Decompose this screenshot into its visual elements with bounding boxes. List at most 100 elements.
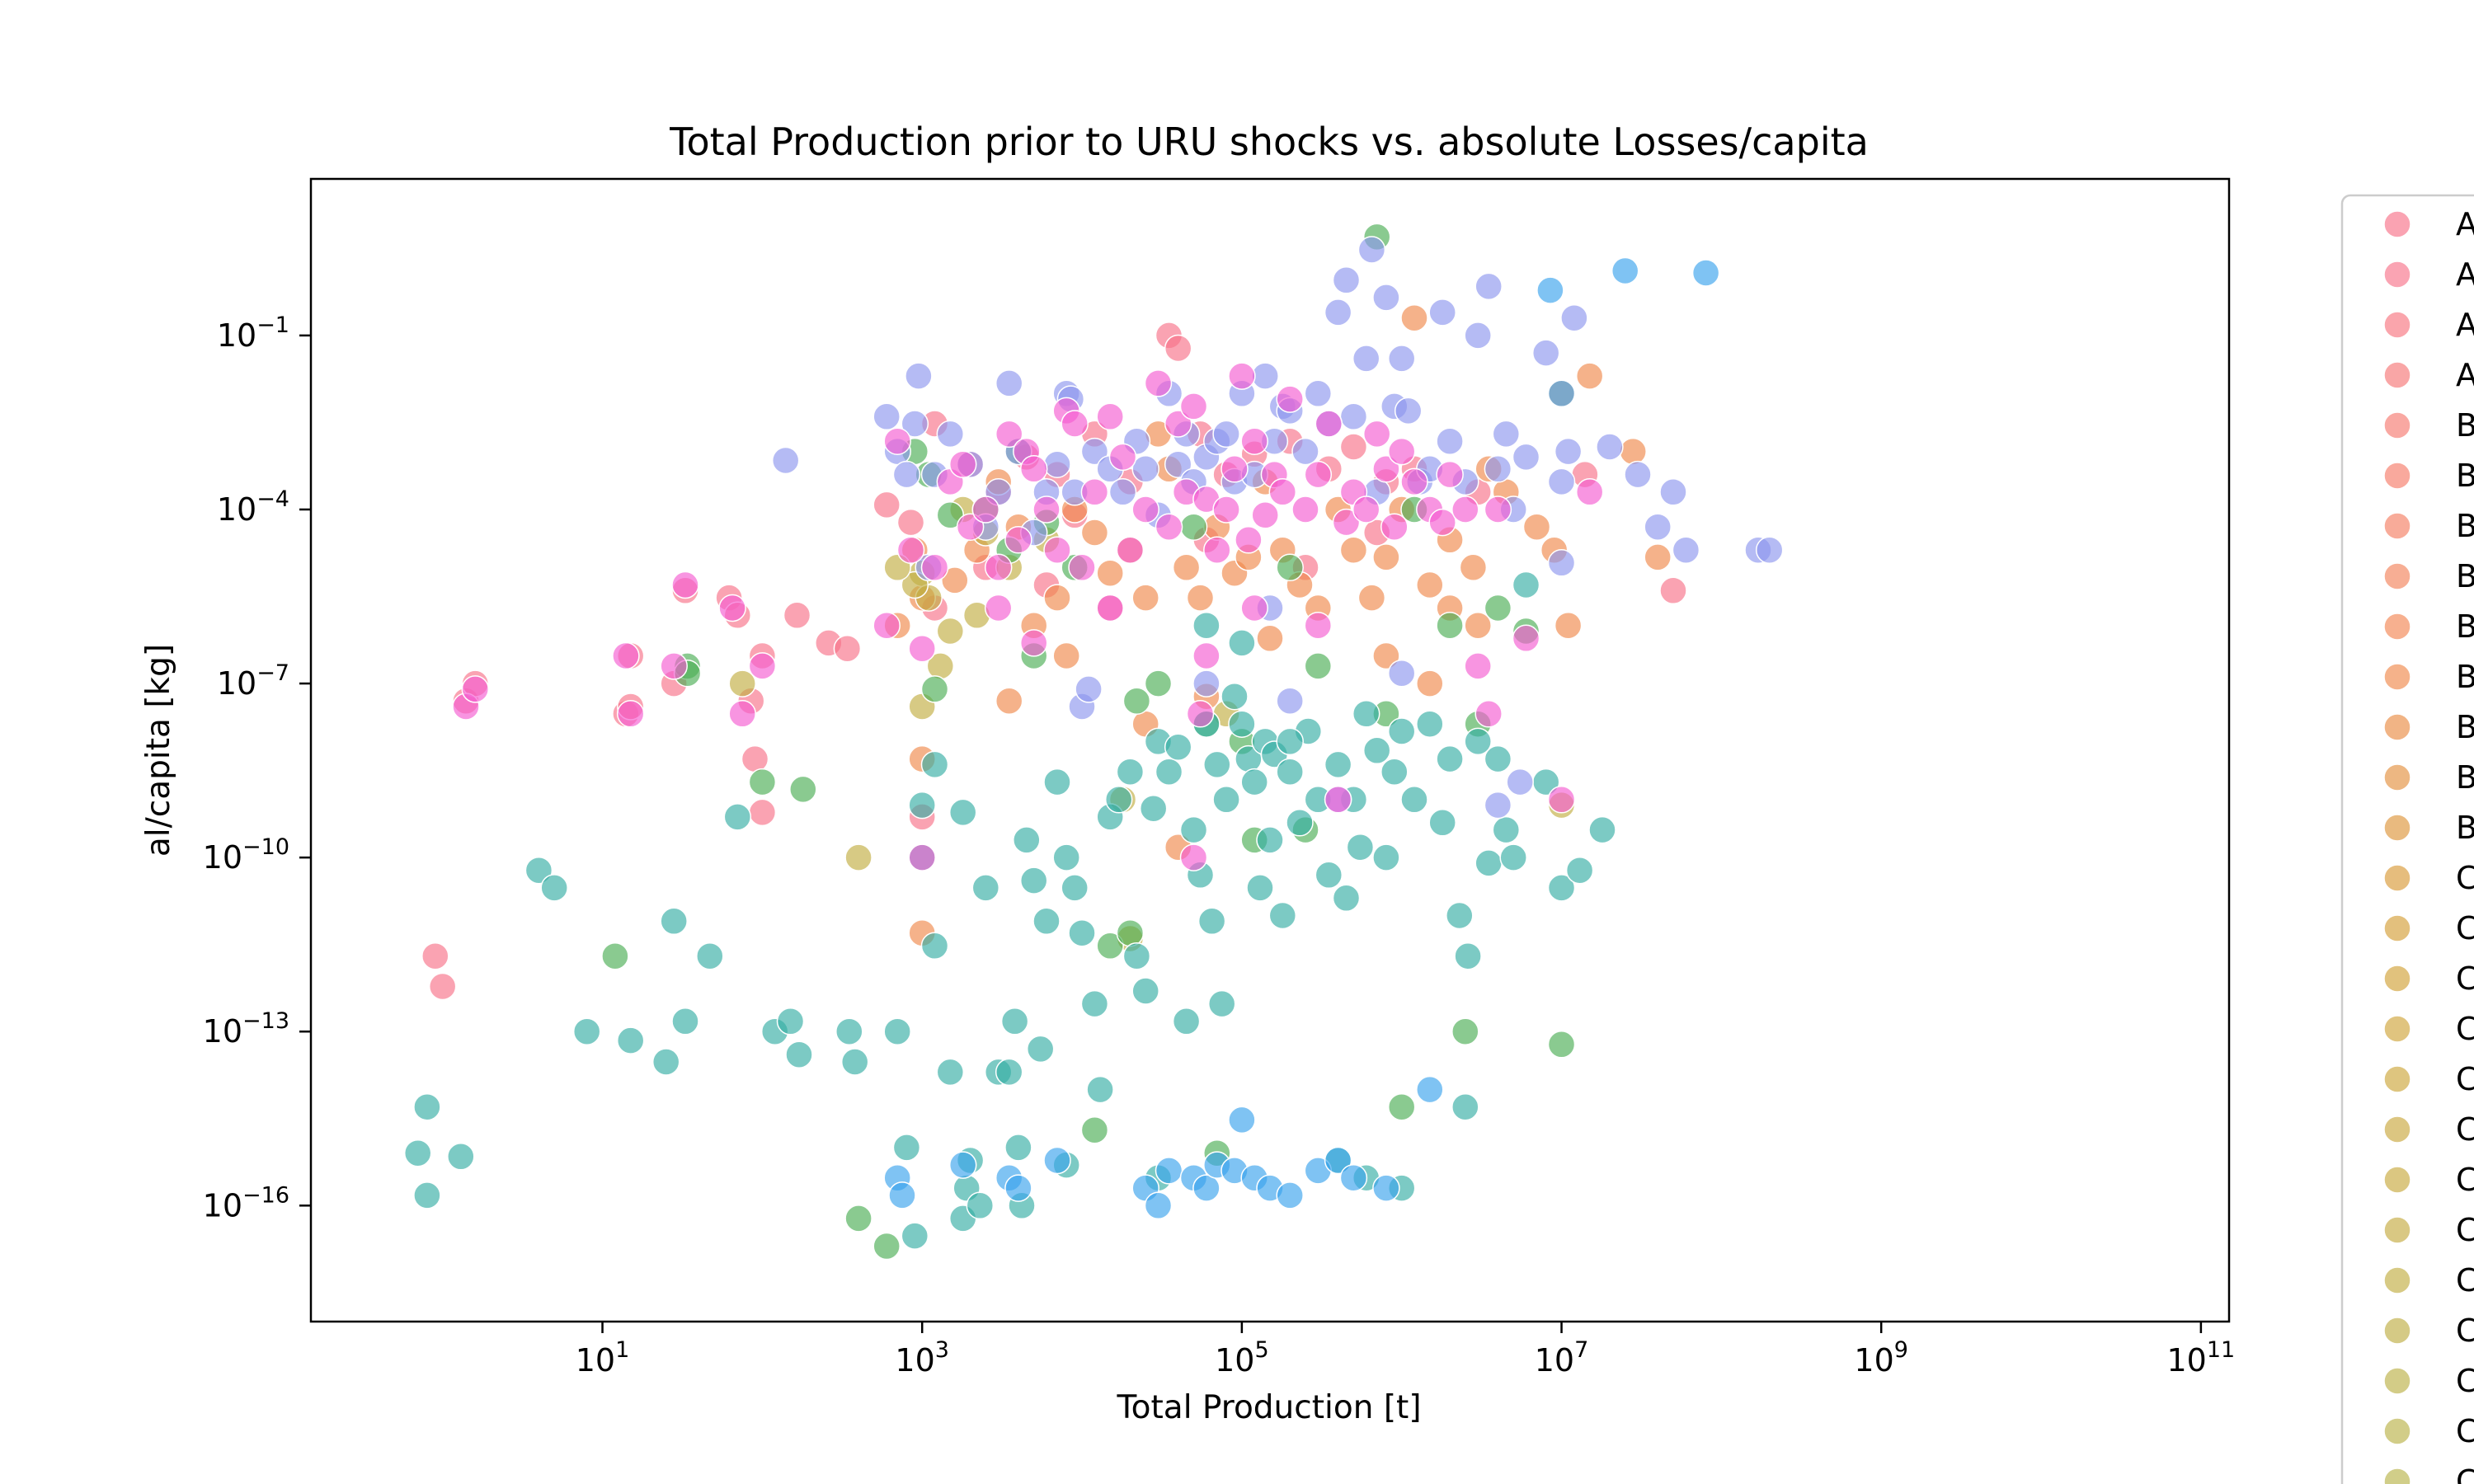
data-point (920, 675, 949, 703)
data-point (1276, 687, 1304, 715)
data-point (1387, 659, 1416, 688)
data-point (1075, 675, 1103, 703)
data-point (1131, 455, 1159, 483)
legend-label: B (2456, 608, 2474, 645)
data-point (1522, 513, 1551, 541)
data-point (1454, 942, 1482, 970)
data-point (1228, 362, 1256, 390)
data-point (1339, 1163, 1368, 1192)
data-point (1004, 526, 1032, 554)
legend-marker (2383, 713, 2411, 741)
legend-marker (2383, 512, 2411, 540)
data-point (1000, 1007, 1029, 1036)
data-point (1547, 1031, 1576, 1059)
legend-marker (2383, 1015, 2411, 1043)
data-point (748, 768, 777, 796)
legend-marker (2383, 1266, 2411, 1294)
data-point (1372, 455, 1400, 483)
data-point (1464, 322, 1492, 350)
data-point (1484, 744, 1512, 773)
data-point (771, 446, 800, 475)
data-point (1240, 427, 1268, 455)
legend-marker (2383, 1417, 2411, 1445)
y-tick-label: 10−7 (217, 660, 289, 702)
data-point (1291, 437, 1319, 466)
data-point (1164, 450, 1192, 478)
data-point (748, 652, 777, 680)
data-point (1484, 455, 1512, 483)
legend-marker (2383, 311, 2411, 339)
data-point (1203, 750, 1231, 779)
data-point (1061, 874, 1089, 902)
data-point (1372, 1174, 1400, 1202)
data-point (1019, 455, 1048, 483)
data-point (1547, 874, 1576, 902)
data-point (948, 798, 977, 827)
data-point (995, 1058, 1023, 1087)
data-point (844, 1205, 872, 1233)
data-point (1144, 1191, 1173, 1220)
data-point (1400, 467, 1428, 496)
legend-marker (2383, 1317, 2411, 1345)
data-point (1536, 276, 1564, 304)
data-point (844, 843, 872, 871)
data-point (1475, 272, 1503, 301)
data-point (1475, 700, 1503, 728)
data-point (1043, 536, 1071, 564)
data-point (413, 1092, 441, 1121)
data-point (1547, 786, 1576, 814)
data-point (1122, 942, 1151, 970)
data-point (1547, 379, 1576, 408)
data-point (1122, 687, 1151, 715)
data-point (1004, 1174, 1032, 1202)
data-point (413, 1181, 441, 1209)
legend-marker (2383, 1468, 2411, 1484)
data-point (1276, 385, 1304, 413)
data-point (1108, 478, 1137, 506)
data-point (1459, 553, 1488, 582)
data-point (1372, 843, 1400, 871)
data-point (1484, 594, 1512, 622)
x-tick-label: 1011 (2167, 1337, 2236, 1378)
data-point (403, 1139, 432, 1167)
data-point (748, 798, 777, 827)
data-point (616, 1026, 645, 1054)
data-point (728, 669, 756, 697)
x-axis-label: Total Production [t] (1116, 1389, 1421, 1426)
data-point (601, 942, 629, 970)
legend-marker (2383, 1115, 2411, 1144)
legend-marker (2383, 814, 2411, 842)
data-point (1547, 549, 1576, 577)
data-point (1428, 298, 1456, 326)
data-point (1619, 437, 1647, 466)
data-point (1043, 768, 1071, 796)
data-point (1116, 758, 1145, 786)
legend-label: A (2456, 256, 2474, 293)
legend-label: C (2456, 910, 2474, 946)
data-point (1251, 362, 1279, 390)
data-point (1499, 843, 1527, 871)
data-point (785, 1040, 813, 1068)
data-point (1096, 594, 1124, 622)
data-point (1240, 768, 1268, 796)
data-point (1357, 584, 1386, 612)
legend-label: B (2456, 508, 2474, 544)
data-point (1339, 402, 1368, 431)
legend-label: B (2456, 709, 2474, 745)
data-point (1080, 1115, 1109, 1144)
data-point (1291, 495, 1319, 524)
data-point (1276, 553, 1304, 582)
data-point (1096, 559, 1124, 587)
data-point (1179, 843, 1208, 871)
data-point (1019, 866, 1048, 895)
data-point (1139, 794, 1168, 823)
data-point (1212, 420, 1240, 448)
data-point (1416, 1075, 1444, 1104)
data-point (1080, 519, 1109, 547)
data-point (1362, 420, 1391, 448)
data-point (948, 1151, 977, 1179)
data-point (1240, 594, 1268, 622)
legend-marker (2383, 1065, 2411, 1093)
data-point (1116, 918, 1145, 947)
data-point (883, 427, 911, 455)
